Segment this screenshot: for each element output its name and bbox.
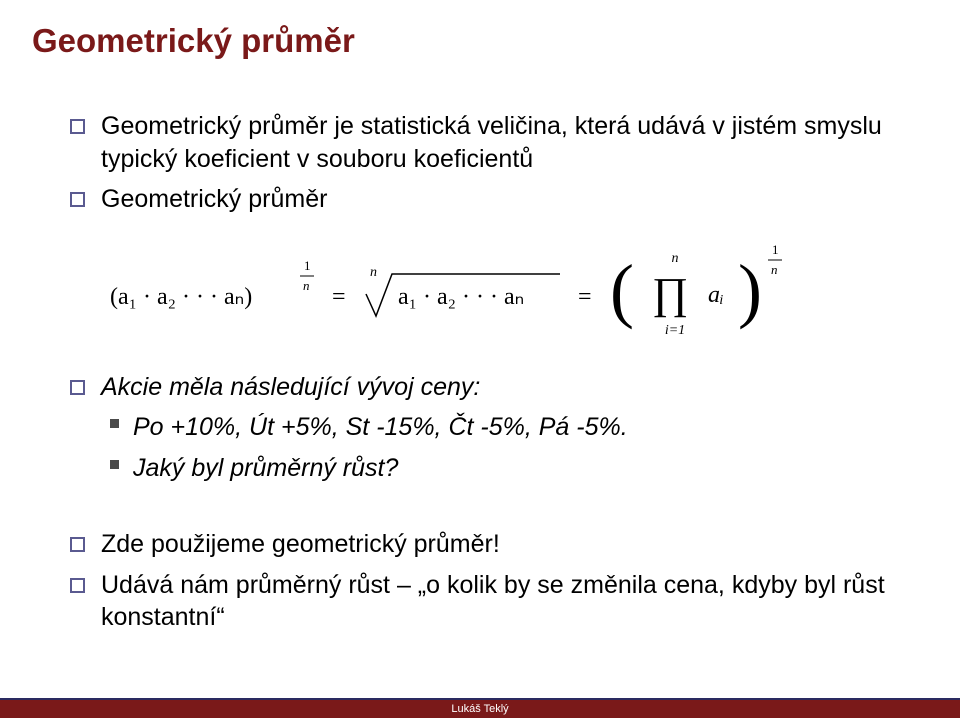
bullet-text: Geometrický průměr: [101, 183, 327, 216]
bullet-marker-icon: [70, 380, 85, 395]
formula-lhs-exp-bot: n: [303, 278, 310, 293]
formula-outer-exp-top: 1: [772, 242, 779, 257]
formula-prod-body: aᵢ: [708, 282, 724, 308]
bullet-marker-icon: [70, 578, 85, 593]
bullet-item: Geometrický průměr: [70, 183, 920, 216]
bullet-marker-icon: [70, 537, 85, 552]
bullet-item: Akcie měla následující vývoj ceny:: [70, 371, 920, 404]
sub-bullet-marker-icon: [110, 419, 119, 428]
svg-text:): ): [738, 250, 762, 330]
footer-author: Lukáš Teklý: [451, 703, 508, 715]
formula-radicand: a₁ · a₂ · · · aₙ: [398, 284, 524, 310]
svg-text:∏: ∏: [652, 269, 688, 318]
sub-bullet-marker-icon: [110, 460, 119, 469]
formula-root-index: n: [370, 265, 377, 280]
bullet-text: Geometrický průměr je statistická veliči…: [101, 110, 920, 175]
bullet-item: Udává nám průměrný růst – „o kolik by se…: [70, 569, 920, 634]
formula-lhs: (a₁ · a₂ · · · aₙ): [110, 284, 252, 310]
sub-bullet-item: Po +10%, Út +5%, St -15%, Čt -5%, Pá -5%…: [110, 411, 920, 444]
svg-text:=: =: [578, 284, 592, 310]
formula-lhs-exp-top: 1: [304, 258, 311, 273]
bullet-item: Zde použijeme geometrický průměr!: [70, 528, 920, 561]
formula-outer-exp-bot: n: [771, 262, 778, 277]
footer-bar: Lukáš Teklý: [0, 700, 960, 718]
slide: Geometrický průměr Geometrický průměr je…: [0, 0, 960, 718]
bullet-item: Geometrický průměr je statistická veliči…: [70, 110, 920, 175]
slide-content: Geometrický průměr je statistická veliči…: [70, 110, 920, 642]
bullet-text: Udává nám průměrný růst – „o kolik by se…: [101, 569, 920, 634]
sub-bullet-item: Jaký byl průměrný růst?: [110, 452, 920, 485]
formula-svg: (a₁ · a₂ · · · aₙ) 1 n = n a₁ · a₂ · · ·…: [70, 236, 840, 346]
slide-title: Geometrický průměr: [32, 22, 355, 60]
bullet-text: Po +10%, Út +5%, St -15%, Čt -5%, Pá -5%…: [133, 411, 628, 444]
svg-text:(: (: [610, 250, 634, 330]
bullet-marker-icon: [70, 119, 85, 134]
svg-text:=: =: [332, 284, 346, 310]
bullet-marker-icon: [70, 192, 85, 207]
bullet-text: Zde použijeme geometrický průměr!: [101, 528, 500, 561]
formula-prod-index: i=1: [665, 323, 685, 338]
bullet-text: Jaký byl průměrný růst?: [133, 452, 398, 485]
formula: (a₁ · a₂ · · · aₙ) 1 n = n a₁ · a₂ · · ·…: [70, 224, 920, 371]
formula-prod-upper: n: [672, 251, 679, 266]
bullet-text: Akcie měla následující vývoj ceny:: [101, 371, 480, 404]
